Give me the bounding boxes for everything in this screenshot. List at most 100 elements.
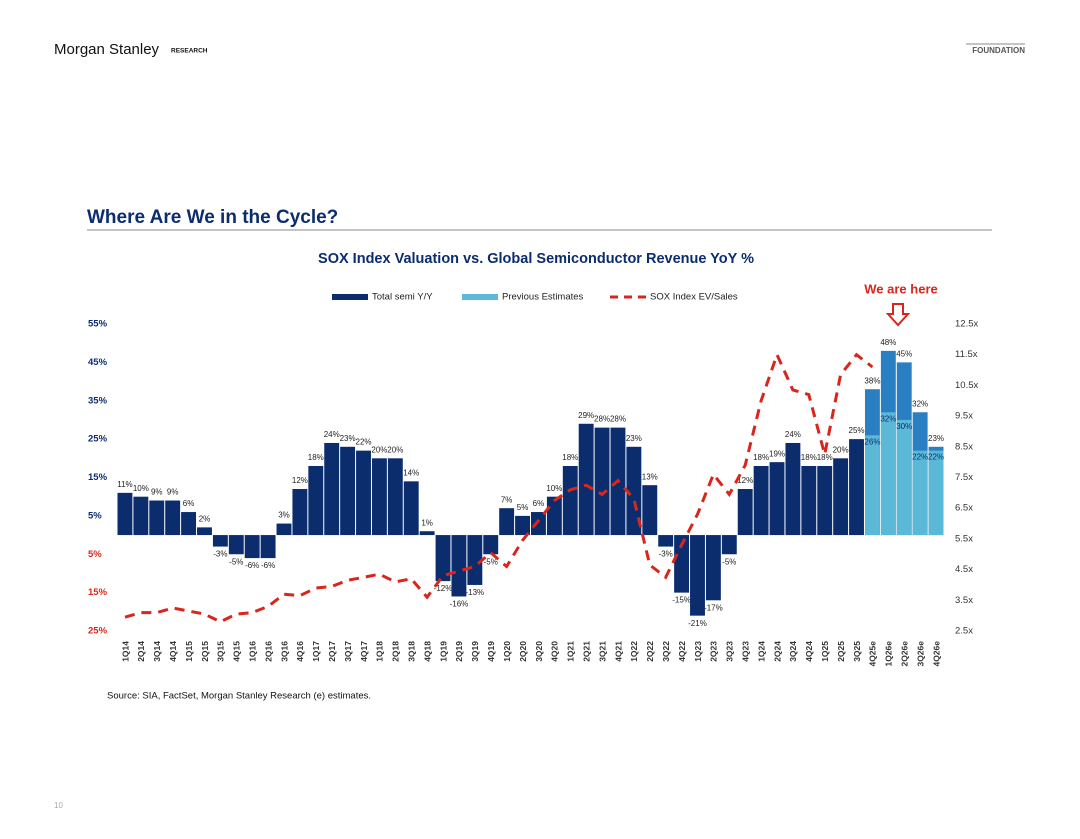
value-label: 1% <box>421 518 433 527</box>
x-tick-label: 1Q19 <box>438 641 448 662</box>
bar <box>499 508 515 536</box>
x-tick-label: 3Q24 <box>788 641 798 662</box>
estimate-label: 22% <box>912 453 928 462</box>
estimate-label: 22% <box>928 453 944 462</box>
x-tick-label: 4Q15 <box>232 641 242 662</box>
bar <box>753 465 769 536</box>
value-label: 18% <box>801 453 817 462</box>
y-tick-label: 5% <box>88 510 102 521</box>
x-tick-label: 1Q23 <box>693 641 703 662</box>
value-label: 25% <box>849 426 865 435</box>
y-tick-label: 55% <box>88 319 108 330</box>
bar <box>817 465 833 536</box>
value-label: 18% <box>753 453 769 462</box>
value-label: -15% <box>672 596 691 605</box>
x-tick-label: 2Q14 <box>136 641 146 662</box>
value-label: 18% <box>562 453 578 462</box>
y-tick-label: 25% <box>88 434 108 445</box>
bar <box>133 496 149 536</box>
value-label: 14% <box>403 468 419 477</box>
bar <box>546 496 562 536</box>
bar <box>387 458 403 536</box>
y-tick-label: 25% <box>88 626 108 637</box>
value-label: 24% <box>785 430 801 439</box>
y2-tick-label: 10.5x <box>955 380 978 391</box>
x-tick-label: 3Q15 <box>216 641 226 662</box>
value-label: 11% <box>117 480 132 489</box>
y2-tick-label: 4.5x <box>955 564 973 575</box>
bar <box>705 535 721 601</box>
bar <box>785 442 801 536</box>
x-tick-label: 3Q20 <box>534 641 544 662</box>
value-label: 10% <box>133 484 149 493</box>
value-label: 10% <box>546 484 562 493</box>
x-tick-label: 2Q22 <box>645 641 655 662</box>
value-label: -21% <box>688 619 707 628</box>
x-tick-label: 1Q20 <box>502 641 512 662</box>
x-tick-label: 3Q23 <box>725 641 735 662</box>
value-label: 13% <box>642 472 658 481</box>
x-tick-label: 1Q15 <box>184 641 194 662</box>
value-label: -5% <box>229 557 243 566</box>
value-label: 32% <box>912 399 928 408</box>
value-label: 24% <box>324 430 340 439</box>
y-tick-label: 45% <box>88 357 108 368</box>
x-tick-label: 4Q25e <box>868 641 878 667</box>
value-label: 38% <box>864 376 880 385</box>
source: Source: SIA, FactSet, Morgan Stanley Res… <box>107 691 371 702</box>
legend-label: Previous Estimates <box>502 292 584 303</box>
x-tick-label: 4Q24 <box>804 641 814 662</box>
x-tick-label: 1Q17 <box>311 641 321 662</box>
x-tick-label: 1Q26e <box>884 641 894 667</box>
value-label: 18% <box>817 453 833 462</box>
x-tick-label: 2Q23 <box>709 641 719 662</box>
bar <box>562 465 578 536</box>
x-tick-label: 1Q22 <box>629 641 639 662</box>
x-tick-label: 2Q15 <box>200 641 210 662</box>
value-label: 18% <box>308 453 324 462</box>
slide-title: Where Are We in the Cycle? <box>87 207 338 228</box>
value-label: 23% <box>928 434 944 443</box>
value-label: 48% <box>880 338 896 347</box>
bar <box>149 500 165 536</box>
bar <box>197 527 212 536</box>
tag: FOUNDATION <box>972 46 1025 55</box>
x-tick-label: 4Q17 <box>359 641 369 662</box>
value-label: -13% <box>465 588 484 597</box>
value-label: -6% <box>261 561 275 570</box>
x-tick-label: 4Q22 <box>677 641 687 662</box>
bar <box>690 535 705 616</box>
x-tick-label: 2Q16 <box>263 641 273 662</box>
x-tick-label: 3Q19 <box>470 641 480 662</box>
value-label: 12% <box>292 476 308 485</box>
x-tick-label: 2Q19 <box>454 641 464 662</box>
value-label: 20% <box>387 445 403 454</box>
value-label: 3% <box>278 511 290 520</box>
chart-title: SOX Index Valuation vs. Global Semicondu… <box>318 251 754 267</box>
value-label: 20% <box>833 445 849 454</box>
x-tick-label: 3Q17 <box>343 641 353 662</box>
bar <box>578 423 594 536</box>
y2-tick-label: 6.5x <box>955 503 973 514</box>
x-tick-label: 4Q20 <box>550 641 560 662</box>
value-label: 6% <box>533 499 545 508</box>
brand: Morgan Stanley <box>54 41 160 58</box>
bar <box>181 512 197 536</box>
x-tick-label: 2Q17 <box>327 641 337 662</box>
value-label: 23% <box>626 434 642 443</box>
x-tick-label: 1Q24 <box>756 641 766 662</box>
value-label: 12% <box>737 476 753 485</box>
x-tick-label: 2Q21 <box>581 641 591 662</box>
x-tick-label: 3Q22 <box>661 641 671 662</box>
legend-label: Total semi Y/Y <box>372 292 433 303</box>
y2-tick-label: 9.5x <box>955 411 973 422</box>
bar <box>371 458 387 536</box>
x-tick-label: 3Q18 <box>406 641 416 662</box>
bar <box>403 481 419 536</box>
y2-tick-label: 8.5x <box>955 441 973 452</box>
y2-tick-label: 11.5x <box>955 349 978 360</box>
value-label: -6% <box>245 561 259 570</box>
value-label: 19% <box>769 449 785 458</box>
value-label: 6% <box>183 499 195 508</box>
x-tick-label: 2Q25 <box>836 641 846 662</box>
